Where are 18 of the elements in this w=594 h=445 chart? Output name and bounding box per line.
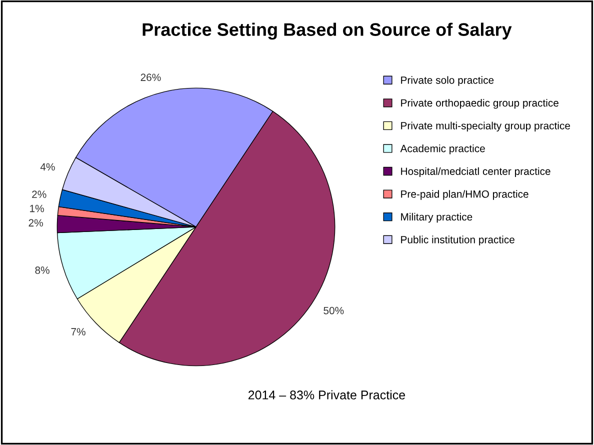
data-label: 26% [140, 74, 161, 82]
data-label: 50% [324, 306, 344, 314]
data-label: 7% [71, 328, 86, 336]
legend-label: Academic practice [400, 144, 485, 154]
chart-title: Practice Setting Based on Source of Salary [142, 22, 512, 40]
data-label: 2% [28, 219, 43, 227]
legend-label: Pre-paid plan/HMO practice [401, 190, 528, 200]
legend-label: Military practice [401, 212, 472, 223]
data-label: 4% [40, 163, 55, 171]
legend-label: Public institution practice [401, 236, 514, 246]
legend-label: Hospital/medciatl center practice [401, 167, 550, 178]
text: 2014 – 83% Private Practice [248, 390, 406, 400]
legend-label: Private solo practice [401, 76, 494, 86]
legend-label: Private orthopaedic group practice [401, 98, 558, 109]
data-label: 1% [30, 204, 44, 212]
data-label: 2% [32, 190, 46, 198]
legend-label: Private multi-specialty group practice [401, 122, 570, 132]
data-label: 8% [35, 266, 50, 274]
